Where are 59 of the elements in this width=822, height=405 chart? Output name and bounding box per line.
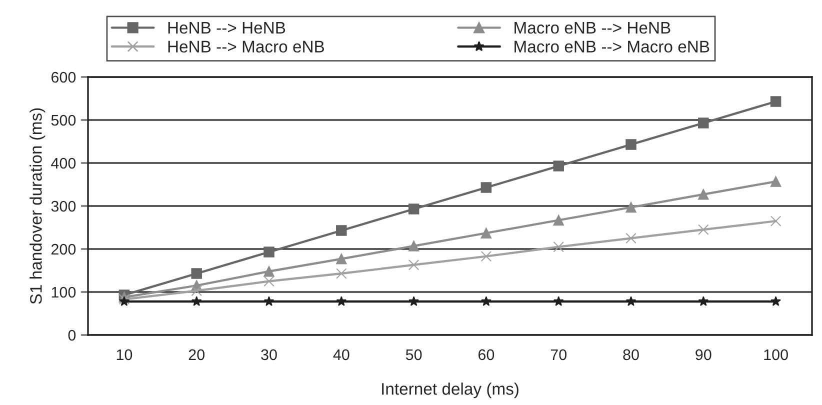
point (408, 296, 419, 306)
point (698, 224, 709, 236)
legend-label: Macro eNB --> Macro eNB (514, 40, 710, 53)
point (191, 268, 202, 279)
y-tick-label: 100 (52, 286, 76, 298)
x-tick-label: 40 (333, 349, 350, 360)
point (553, 160, 564, 172)
x-tick-label: 80 (623, 349, 639, 360)
x-tick-label: 50 (406, 349, 422, 360)
y-axis-title: S1 handover duration (ms) (30, 108, 46, 304)
point (119, 296, 130, 306)
x-tick-label: 10 (116, 349, 132, 360)
point (408, 260, 420, 270)
point (553, 214, 564, 226)
point (264, 246, 274, 258)
point (264, 296, 274, 306)
point (336, 225, 347, 236)
x-tick-label: 100 (764, 349, 788, 360)
point (770, 216, 782, 226)
x-tick-label: 90 (696, 349, 712, 360)
point (408, 240, 420, 252)
x-axis-title: Internet delay (ms) (382, 382, 518, 398)
point (264, 276, 274, 287)
legend-label: Macro eNB --> HeNB (514, 22, 670, 34)
x-tick-label: 20 (188, 349, 204, 360)
x-tick-label: 70 (550, 349, 566, 360)
point (770, 96, 782, 107)
point (626, 202, 636, 213)
point (698, 118, 709, 128)
point (770, 296, 781, 306)
y-tick-label: 300 (51, 200, 76, 212)
point (698, 189, 709, 200)
point (770, 176, 782, 187)
point (553, 241, 564, 252)
point (481, 296, 492, 306)
point (480, 182, 492, 193)
point (336, 296, 347, 306)
point (336, 268, 347, 279)
point (626, 232, 636, 244)
legend-label: HeNB --> Macro eNB (168, 40, 324, 53)
point (480, 250, 492, 262)
x-tick-label: 30 (261, 349, 277, 360)
x-tick-label: 60 (478, 349, 494, 360)
y-tick-label: 500 (51, 114, 76, 126)
point (191, 296, 202, 306)
point (408, 204, 420, 214)
point (191, 285, 202, 296)
point (698, 296, 709, 306)
y-tick-label: 400 (51, 158, 76, 169)
point (264, 266, 274, 277)
point (553, 296, 564, 306)
point (626, 139, 636, 150)
y-tick-label: 200 (51, 244, 76, 255)
point (336, 254, 347, 264)
y-tick-label: 600 (51, 72, 76, 83)
point (626, 296, 636, 306)
legend-label: HeNB --> HeNB (168, 22, 286, 34)
point (480, 228, 492, 238)
y-tick-label: 0 (68, 330, 76, 341)
